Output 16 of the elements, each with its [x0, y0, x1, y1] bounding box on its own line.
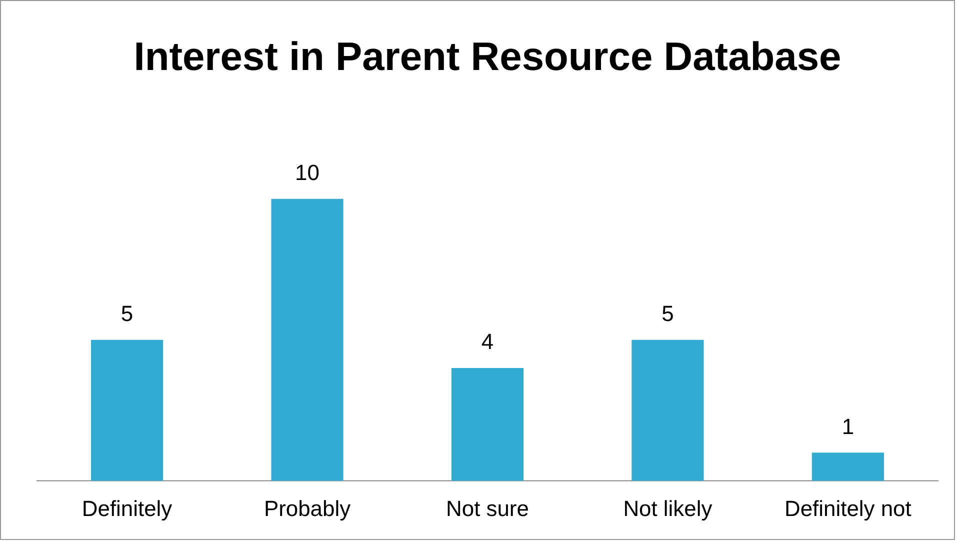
x-tick-label: Probably [264, 496, 351, 521]
bar [812, 452, 884, 481]
x-tick-label: Definitely not [784, 496, 912, 521]
data-label: 10 [295, 160, 320, 185]
bar [90, 340, 164, 481]
x-tick-label: Definitely [82, 496, 172, 521]
data-label: 4 [481, 329, 494, 354]
x-tick-label: Not sure [446, 496, 529, 521]
bar [632, 340, 704, 481]
bar [451, 368, 524, 481]
data-label: 5 [662, 300, 674, 326]
x-tick-label: Not likely [623, 496, 712, 521]
data-label: 1 [842, 414, 854, 439]
chart-title: Interest in Parent Resource Database [134, 34, 842, 79]
bar [271, 198, 344, 481]
data-label: 5 [120, 300, 134, 326]
